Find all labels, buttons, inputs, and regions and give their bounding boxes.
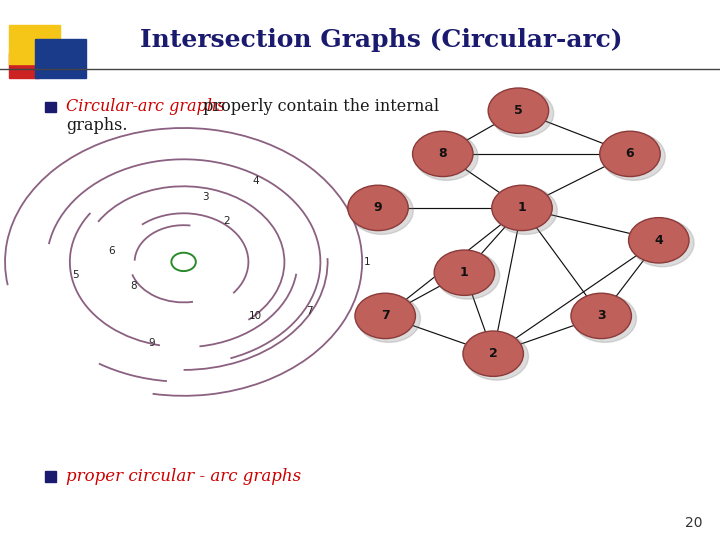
Bar <box>35 39 86 78</box>
Circle shape <box>492 185 552 231</box>
Text: 7: 7 <box>306 306 313 315</box>
Circle shape <box>629 218 689 263</box>
Circle shape <box>571 293 631 339</box>
Text: 9: 9 <box>148 338 155 348</box>
Text: 1: 1 <box>518 201 526 214</box>
Text: 20: 20 <box>685 516 702 530</box>
Circle shape <box>494 187 557 234</box>
Text: 9: 9 <box>374 201 382 214</box>
Circle shape <box>631 219 694 267</box>
Bar <box>9 53 39 78</box>
Circle shape <box>348 185 408 231</box>
Text: Circular-arc graphs: Circular-arc graphs <box>66 98 225 115</box>
Circle shape <box>602 133 665 180</box>
Text: 1: 1 <box>460 266 469 279</box>
Text: 3: 3 <box>597 309 606 322</box>
Text: 4: 4 <box>654 234 663 247</box>
Text: 2: 2 <box>489 347 498 360</box>
Text: 8: 8 <box>130 281 137 291</box>
Circle shape <box>573 295 636 342</box>
Circle shape <box>350 187 413 234</box>
Circle shape <box>413 131 473 177</box>
Text: 5: 5 <box>514 104 523 117</box>
Circle shape <box>465 333 528 380</box>
Text: properly contain the internal: properly contain the internal <box>198 98 439 115</box>
Circle shape <box>357 295 420 342</box>
Text: graphs.: graphs. <box>66 117 127 134</box>
Text: 7: 7 <box>381 309 390 322</box>
Bar <box>45 102 56 112</box>
Bar <box>9 25 60 64</box>
Circle shape <box>434 250 495 295</box>
Circle shape <box>490 90 554 137</box>
Circle shape <box>415 133 478 180</box>
Circle shape <box>488 88 549 133</box>
Text: 1: 1 <box>364 257 371 267</box>
Circle shape <box>355 293 415 339</box>
Text: Intersection Graphs (Circular-arc): Intersection Graphs (Circular-arc) <box>140 29 623 52</box>
Circle shape <box>600 131 660 177</box>
Text: 8: 8 <box>438 147 447 160</box>
Text: 10: 10 <box>249 311 262 321</box>
Text: 4: 4 <box>252 176 259 186</box>
Text: proper circular - arc graphs: proper circular - arc graphs <box>66 468 302 485</box>
Circle shape <box>436 252 500 299</box>
Text: 5: 5 <box>72 271 79 280</box>
Circle shape <box>463 331 523 376</box>
Text: 6: 6 <box>626 147 634 160</box>
Text: 6: 6 <box>108 246 115 256</box>
Text: 3: 3 <box>202 192 209 202</box>
Bar <box>45 471 56 482</box>
Text: 2: 2 <box>223 217 230 226</box>
